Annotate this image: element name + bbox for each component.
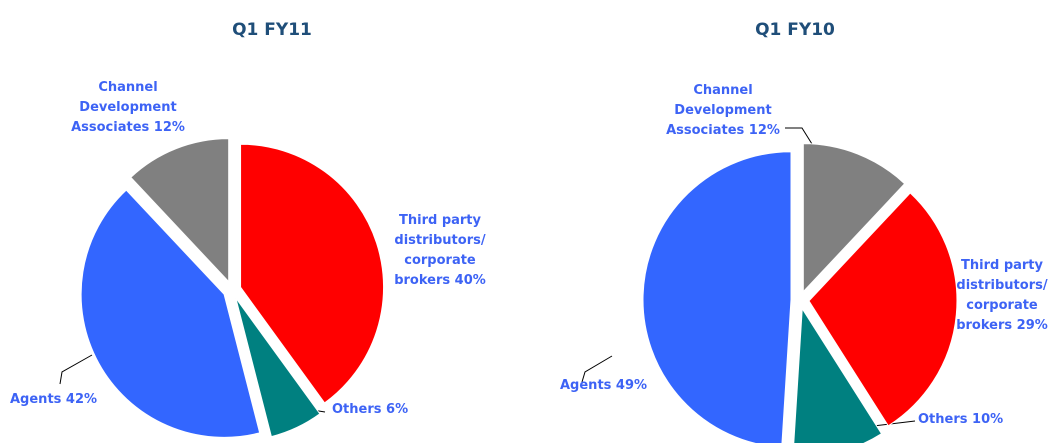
chart-title: Q1 FY10 [755, 20, 835, 40]
slice-value: 6% [386, 402, 409, 417]
slice-label: Others 10% [918, 410, 1003, 430]
slice-name: Others [332, 402, 382, 417]
slice-name: Channel Development Associates [666, 83, 772, 138]
slice-name: Agents [560, 378, 612, 393]
slice-value: 12% [153, 120, 185, 135]
slice-value: 40% [454, 273, 486, 288]
slice-label: Third party distributors/ corporate brok… [380, 211, 500, 291]
pie-slice [802, 143, 906, 293]
slice-name: Agents [10, 392, 62, 407]
pie-slice [130, 138, 230, 283]
slice-label: Third party distributors/ corporate brok… [947, 256, 1056, 336]
slice-label: Others 6% [332, 400, 408, 420]
pie-slice [642, 151, 792, 443]
slice-label: Agents 42% [10, 390, 97, 410]
pie-slice [808, 192, 958, 427]
slice-label: Channel Development Associates 12% [663, 81, 783, 141]
chart-title: Q1 FY11 [232, 20, 312, 40]
slice-value: 10% [972, 412, 1004, 427]
slice-label: Agents 49% [560, 376, 647, 396]
slice-name: Third party distributors/ corporate brok… [394, 213, 486, 288]
pie-slice [240, 143, 385, 404]
slice-value: 12% [748, 123, 780, 138]
leader-line [581, 355, 613, 383]
slice-value: 49% [615, 378, 648, 393]
slice-value: 29% [1016, 318, 1048, 333]
pie-slice [235, 297, 321, 438]
slice-value: 42% [65, 392, 98, 407]
slice-name: Channel Development Associates [71, 80, 177, 135]
pie-slice [80, 189, 261, 438]
slice-name: Others [918, 412, 968, 427]
slice-name: Third party distributors/ corporate brok… [956, 258, 1048, 333]
leader-line [59, 354, 93, 385]
slice-label: Channel Development Associates 12% [68, 78, 188, 138]
pie-slice [793, 307, 883, 443]
